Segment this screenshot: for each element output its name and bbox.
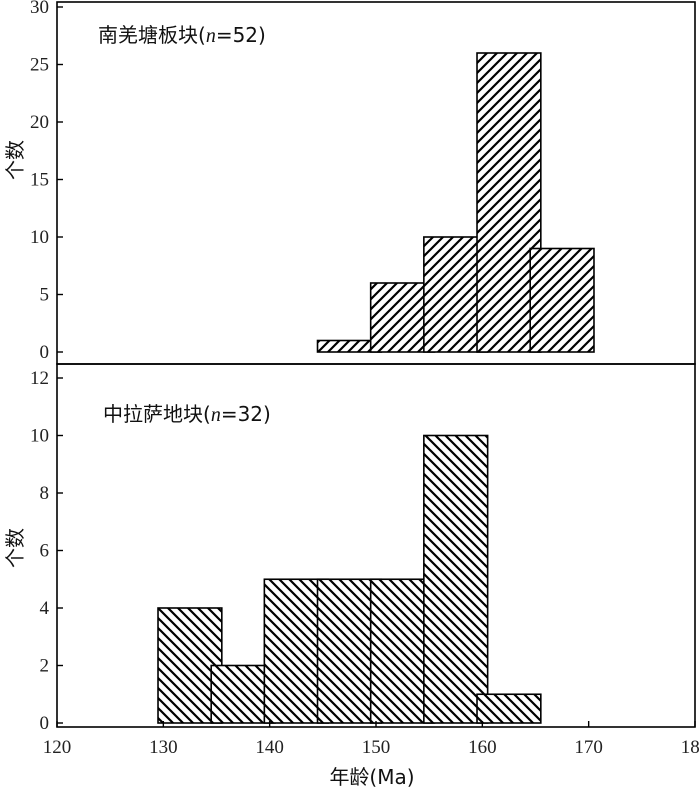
bar-6 [476,693,542,724]
y-tick-label: 5 [40,285,50,306]
y-tick-label: 0 [40,713,50,734]
y-tick-label: 12 [30,368,49,389]
y-axis-title: 个数 [3,528,27,568]
x-tick-label: 130 [149,737,178,758]
x-tick-label: 150 [362,737,391,758]
x-tick-label: 140 [255,737,284,758]
y-tick-label: 2 [40,656,50,677]
x-ticks: 120 130 140 150 160 170 180 [43,721,700,758]
x-axis-title: 年龄(Ma) [329,765,414,789]
x-tick-label: 160 [468,737,497,758]
y-tick-label: 0 [40,342,50,363]
x-tick-label: 120 [43,737,72,758]
x-tick-label: 180 [681,737,700,758]
x-tick-label: 170 [574,737,603,758]
panel-title: 南羌塘板块(n=52) [98,23,266,47]
y-ticks: 0 2 4 6 8 10 12 [30,368,63,734]
y-tick-label: 4 [40,598,50,619]
y-ticks: 0 5 10 15 20 25 30 [30,0,63,363]
y-tick-label: 10 [30,426,49,447]
y-tick-label: 30 [30,0,49,18]
bar-5 [423,434,489,724]
bar-4 [529,247,595,353]
y-axis-title: 个数 [3,140,27,180]
y-tick-label: 6 [40,541,50,562]
y-tick-label: 20 [30,112,49,133]
panel-central-lhasa: 0 2 4 6 8 10 12 120 130 140 150 160 170 180 中拉萨地块(n=… [3,363,700,789]
y-tick-label: 8 [40,483,50,504]
y-tick-label: 25 [30,55,49,76]
panel-south-qiangtang: 0 5 10 15 20 25 30 南羌塘板块(n=52) 个数 [3,0,696,365]
bars-group [157,434,542,724]
bars-group [316,52,595,353]
panel-title: 中拉萨地块(n=32) [103,402,271,426]
y-tick-label: 15 [30,170,49,191]
y-tick-label: 10 [30,227,49,248]
